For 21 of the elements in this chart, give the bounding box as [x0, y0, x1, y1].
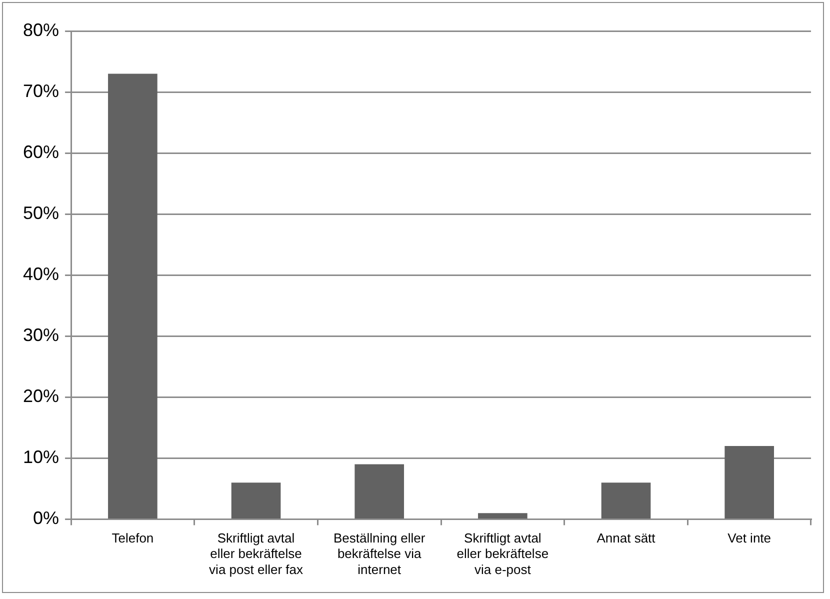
y-tick-label: 80%	[22, 20, 60, 40]
y-tick-label: 20%	[22, 386, 60, 406]
bar	[724, 446, 774, 518]
y-tick-label: 0%	[33, 508, 60, 528]
bar	[601, 482, 651, 518]
x-tick-label: Skriftligt avtal eller bekräftelse via e-post	[456, 530, 549, 577]
y-tick-label: 50%	[22, 203, 60, 224]
x-tick-label: Beställning eller bekräftelse via internet	[333, 530, 426, 577]
y-tick-label: 70%	[22, 80, 60, 101]
bar	[478, 513, 528, 518]
bar	[108, 74, 158, 518]
y-tick-label: 30%	[22, 325, 60, 346]
x-tick-label: Skriftligt avtal eller bekräftelse via post eller fax	[209, 530, 304, 577]
x-tick-label: Annat sätt	[596, 530, 656, 546]
y-tick-label: 10%	[22, 447, 60, 468]
bar	[231, 482, 281, 518]
x-tick-label: Vet inte	[728, 530, 772, 546]
bar	[354, 464, 404, 518]
y-tick-label: 40%	[22, 264, 60, 284]
y-tick-label: 60%	[22, 142, 60, 162]
x-tick-label: Telefon	[112, 530, 154, 546]
